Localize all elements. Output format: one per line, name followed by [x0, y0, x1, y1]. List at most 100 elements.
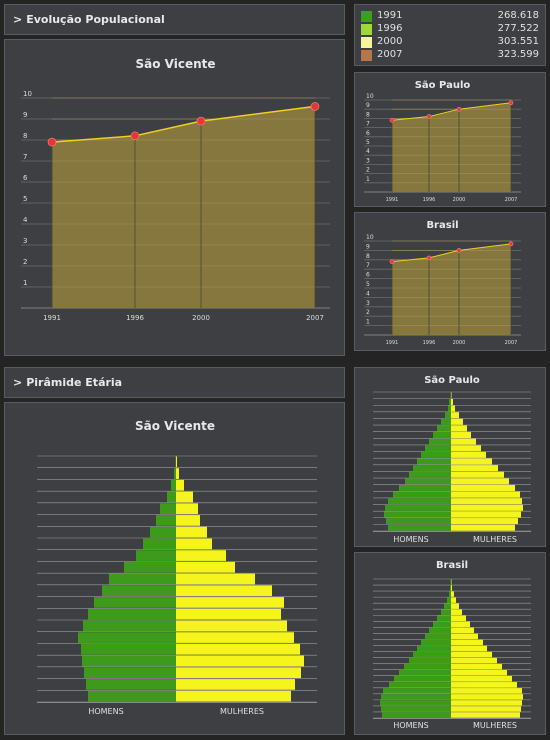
bar-mulheres [176, 491, 193, 503]
bar-mulheres [451, 458, 492, 465]
bar-homens [389, 682, 451, 688]
chart-title: São Paulo [415, 80, 471, 91]
bar-mulheres [451, 609, 462, 615]
bar-mulheres [451, 524, 515, 531]
bar-mulheres [176, 503, 198, 515]
bar-homens [449, 591, 451, 597]
bar-homens [425, 445, 451, 452]
y-tick-label: 10 [366, 234, 374, 241]
bar-mulheres [451, 585, 452, 591]
data-point [196, 116, 206, 126]
bar-homens [441, 609, 451, 615]
bar-homens [450, 585, 451, 591]
bar-mulheres [176, 561, 235, 573]
bar-homens [429, 438, 451, 445]
y-tick-label: 9 [366, 243, 370, 250]
bar-homens [399, 484, 451, 491]
bar-homens [413, 465, 451, 472]
chart-panel-evolucao-sao-vicente: São Vicente 1 2 3 4 5 6 7 8 9 10 1991 1996 2000 2007 [4, 39, 345, 356]
pyramid-chart-sao-paulo: São Paulo HOMENS MULHERES [373, 375, 531, 544]
data-point [508, 100, 514, 106]
area-fill [52, 106, 315, 309]
legend-panel: 1991 268.618 1996 277.522 2000 303.551 2… [354, 4, 546, 66]
x-tick-label: 1991 [386, 340, 399, 346]
bar-homens [445, 412, 451, 419]
bar-homens [449, 398, 451, 405]
bar-mulheres [176, 655, 304, 667]
chart-panel-evolucao-brasil: Brasil 1 2 3 4 5 6 7 8 9 10 1991 1996 2000 2007 [354, 212, 546, 351]
bar-mulheres [451, 425, 467, 432]
legend-swatch [361, 24, 372, 35]
y-tick-label: 3 [366, 157, 370, 164]
y-tick-label: 7 [366, 262, 370, 269]
bar-mulheres [451, 591, 454, 597]
bar-mulheres [451, 445, 481, 452]
y-tick-label: 2 [366, 167, 370, 174]
bar-homens [174, 468, 176, 479]
data-point [389, 259, 395, 264]
bar-homens [167, 491, 176, 503]
bar-mulheres [451, 669, 507, 676]
x-label-mulheres: MULHERES [220, 707, 264, 716]
bar-homens [380, 700, 451, 706]
bar-mulheres [176, 515, 200, 526]
bar-mulheres [451, 471, 504, 478]
bar-homens [136, 550, 176, 561]
bar-mulheres [451, 633, 478, 640]
bar-homens [404, 663, 451, 670]
data-point [426, 255, 432, 261]
data-point [310, 102, 320, 111]
bar-homens [417, 458, 451, 465]
bar-homens [429, 627, 451, 634]
chevron-right-icon: > [13, 13, 23, 26]
y-tick-label: 10 [23, 90, 32, 98]
section-header-evolucao[interactable]: > Evolução Populacional [4, 4, 345, 35]
legend-item-1991: 1991 268.618 [361, 10, 539, 22]
bar-homens [385, 504, 451, 511]
bar-mulheres [176, 667, 301, 679]
x-tick-label: 1996 [423, 197, 436, 203]
area-chart-sao-vicente: São Vicente 1 2 3 4 5 6 7 8 9 10 1991 1996 2000 2007 [21, 57, 330, 322]
bar-homens [102, 585, 176, 597]
bar-mulheres [451, 398, 453, 405]
bar-homens [383, 688, 451, 694]
y-tick-label: 3 [23, 237, 27, 245]
section-header-piramide[interactable]: > Pirâmide Etária [4, 367, 345, 398]
data-point [456, 106, 462, 112]
y-tick-label: 5 [23, 195, 27, 203]
bar-mulheres [451, 412, 459, 419]
bar-mulheres [451, 694, 523, 700]
bar-mulheres [451, 491, 520, 498]
pyramid-chart-sao-vicente: São Vicente HOMENS MULHERES [37, 419, 317, 716]
legend-value: 303.551 [497, 36, 539, 47]
bar-mulheres [451, 405, 455, 412]
bar-mulheres [451, 392, 452, 399]
bar-homens [384, 511, 451, 518]
bar-mulheres [451, 627, 474, 634]
bar-mulheres [176, 526, 207, 538]
data-point [130, 131, 140, 141]
bar-homens [94, 597, 176, 608]
x-tick-label: 2007 [505, 197, 518, 203]
bar-homens [86, 679, 176, 690]
bar-mulheres [451, 706, 521, 712]
bar-mulheres [451, 597, 456, 603]
bar-mulheres [176, 468, 179, 479]
bar-homens [409, 471, 451, 478]
bar-homens [421, 451, 451, 458]
area-chart-brasil: Brasil 1 2 3 4 5 6 7 8 9 10 1991 1996 2000 2007 [364, 220, 521, 346]
y-tick-label: 10 [366, 93, 374, 100]
bar-mulheres [451, 682, 517, 688]
bar-mulheres [176, 573, 255, 585]
bar-homens [425, 633, 451, 640]
bar-homens [437, 615, 451, 622]
bar-homens [450, 579, 451, 585]
x-label-homens: HOMENS [393, 721, 428, 730]
data-point [426, 114, 432, 119]
x-label-mulheres: MULHERES [473, 721, 517, 730]
bar-mulheres [451, 418, 463, 425]
bar-homens [81, 643, 176, 655]
bar-mulheres [176, 456, 177, 468]
y-tick-label: 5 [366, 139, 370, 146]
bar-homens [413, 651, 451, 658]
